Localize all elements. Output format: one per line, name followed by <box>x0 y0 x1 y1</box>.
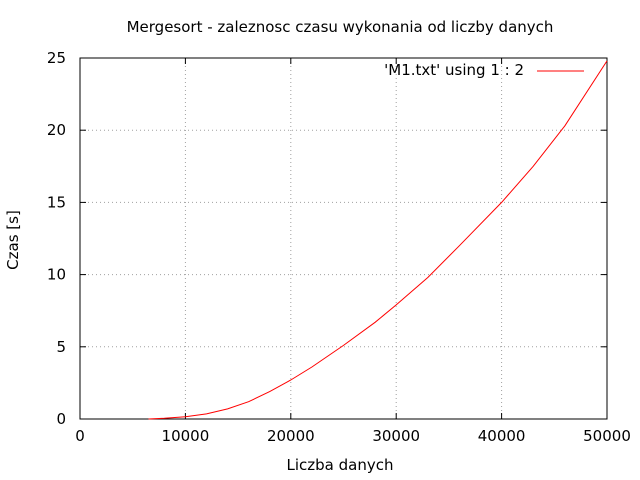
y-tick-labels: 0 5 10 15 20 25 <box>47 49 66 428</box>
y-tick-label: 20 <box>47 121 66 139</box>
y-tick-label: 15 <box>47 193 66 211</box>
series <box>148 60 608 420</box>
plot-area-border <box>79 57 608 420</box>
x-tick-labels: 0 10000 20000 30000 40000 50000 <box>75 427 631 445</box>
chart-title: Mergesort - zaleznosc czasu wykonania od… <box>127 18 554 36</box>
x-tick-label: 50000 <box>583 427 631 445</box>
y-tick-label: 5 <box>56 338 66 356</box>
axis-ticks <box>79 57 608 420</box>
y-tick-label: 10 <box>47 266 66 284</box>
y-tick-label: 25 <box>47 49 66 67</box>
grid <box>80 58 607 419</box>
y-tick-label: 0 <box>56 410 66 428</box>
x-tick-label: 0 <box>75 427 85 445</box>
legend: 'M1.txt' using 1 : 2 <box>384 61 584 79</box>
series-line <box>148 60 608 420</box>
x-tick-label: 40000 <box>478 427 526 445</box>
x-tick-label: 20000 <box>267 427 315 445</box>
x-tick-label: 10000 <box>162 427 210 445</box>
legend-label: 'M1.txt' using 1 : 2 <box>384 61 524 79</box>
y-axis-label: Czas [s] <box>4 210 22 270</box>
x-tick-label: 30000 <box>372 427 420 445</box>
x-axis-label: Liczba danych <box>287 456 394 474</box>
